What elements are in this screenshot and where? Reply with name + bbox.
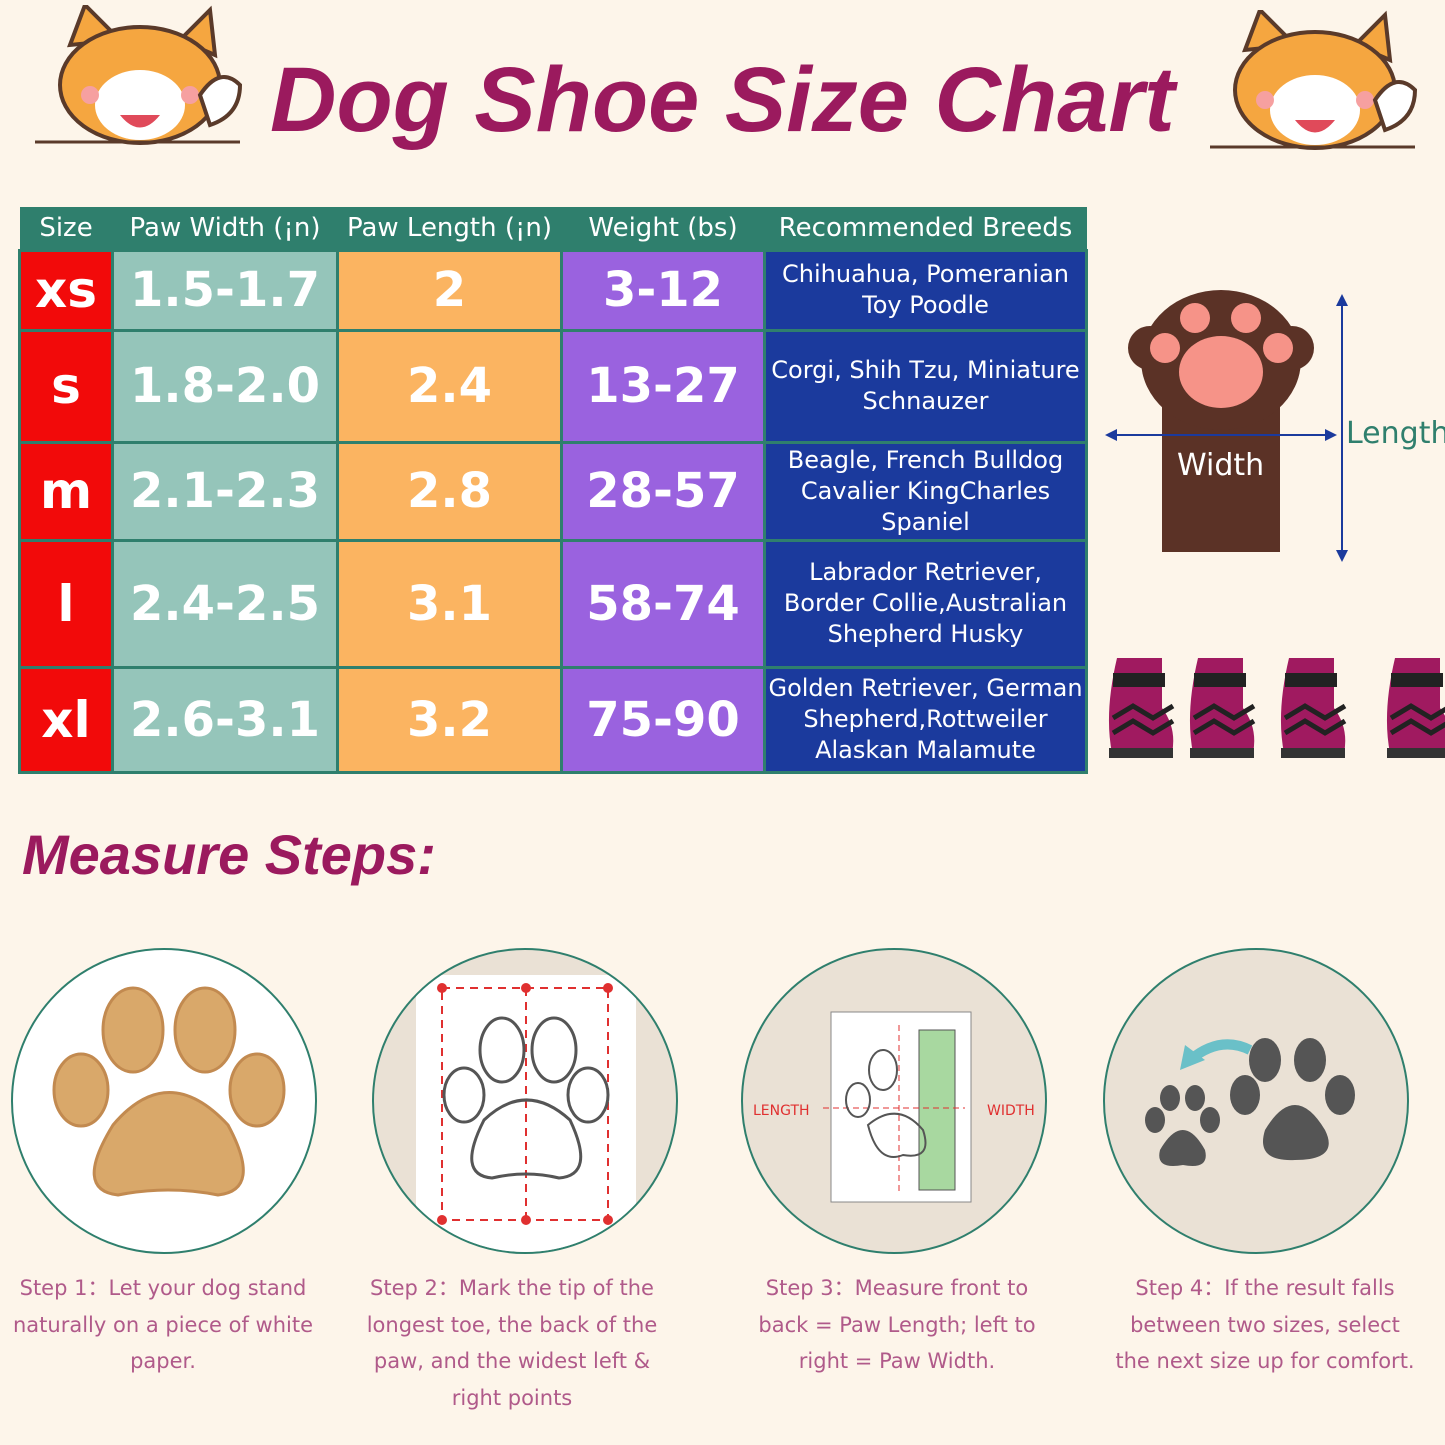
table-row: l 2.4-2.5 3.1 58-74 Labrador Retriever, Bord… [18, 538, 1088, 669]
page-title: Dog Shoe Size Chart [270, 49, 1175, 151]
header-weight: Weight (bs) [561, 207, 765, 250]
header-paw-width: Paw Width (¡n) [112, 207, 338, 250]
dog-shoe-icon [1108, 658, 1175, 758]
weight-cell: 28-57 [560, 440, 766, 542]
size-cell: s [18, 328, 114, 444]
marked-paw-paper-icon [416, 975, 636, 1252]
size-cell: xs [18, 248, 114, 332]
ruler-paw-icon [823, 1011, 972, 1203]
weight-cell: 13-27 [560, 328, 766, 444]
length-label: Length [1346, 416, 1445, 451]
weight-cell: 3-12 [560, 248, 766, 332]
paw-size-up-icon [1145, 1038, 1355, 1166]
step1-image [11, 948, 317, 1254]
paw-width-cell: 1.5-1.7 [111, 248, 339, 332]
step1-text: Step 1：Let your dog stand naturally on a… [13, 1276, 313, 1373]
header-breeds: Recommended Breeds [764, 207, 1087, 250]
paw-print-icon [52, 986, 286, 1197]
paw-length-cell: 3.2 [336, 665, 563, 774]
size-cell: l [18, 538, 114, 669]
width-label: Width [1177, 448, 1265, 483]
paw-width-cell: 2.6-3.1 [111, 665, 339, 774]
dog-shoe-icon [1189, 658, 1256, 758]
corgi-waving-icon [1210, 10, 1418, 150]
width-marker-label: WIDTH [987, 1103, 1035, 1119]
breeds-cell: Labrador Retriever, Border Collie,Austra… [763, 538, 1088, 669]
breeds-cell: Chihuahua, Pomeranian Toy Poodle [763, 248, 1088, 332]
corgi-waving-icon [35, 5, 243, 145]
paw-length-cell: 2.8 [336, 440, 563, 542]
weight-cell: 58-74 [560, 538, 766, 669]
size-table: Size Paw Width (¡n) Paw Length (¡n) Weig… [18, 207, 1088, 774]
breeds-cell: Corgi, Shih Tzu, Miniature Schnauzer [763, 328, 1088, 444]
table-row: s 1.8-2.0 2.4 13-27 Corgi, Shih Tzu, Miniatu… [18, 328, 1088, 444]
step3-image [741, 948, 1047, 1254]
step2-image [372, 948, 678, 1254]
breeds-cell: Golden Retriever, German Shepherd,Rottwe… [763, 665, 1088, 774]
step3-text: Step 3：Measure front to back = Paw Lengt… [758, 1276, 1036, 1373]
paw-width-cell: 2.1-2.3 [111, 440, 339, 542]
weight-cell: 75-90 [560, 665, 766, 774]
step2-text: Step 2：Mark the tip of the longest toe, … [366, 1276, 658, 1410]
table-header: Size Paw Width (¡n) Paw Length (¡n) Weig… [19, 207, 1087, 250]
length-marker-label: LENGTH [753, 1103, 810, 1119]
breeds-cell: Beagle, French Bulldog Cavalier KingChar… [763, 440, 1088, 542]
step4-image [1103, 948, 1409, 1254]
header-size: Size [19, 207, 113, 250]
table-row: m 2.1-2.3 2.8 28-57 Beagle, French Bulldog C… [18, 440, 1088, 542]
step4-text: Step 4：If the result falls between two s… [1115, 1276, 1415, 1373]
paw-length-cell: 2 [336, 248, 563, 332]
paw-width-cell: 1.8-2.0 [111, 328, 339, 444]
paw-length-cell: 2.4 [336, 328, 563, 444]
table-row: xl 2.6-3.1 3.2 75-90 Golden Retriever, Germa… [18, 665, 1088, 774]
table-row: xs 1.5-1.7 2 3-12 Chihuahua, Pomeranian Toy … [18, 248, 1088, 332]
header-paw-length: Paw Length (¡n) [337, 207, 562, 250]
size-cell: xl [18, 665, 114, 774]
dog-shoe-icon [1386, 658, 1445, 758]
paw-measure-diagram [1105, 290, 1348, 562]
dog-shoe-icon [1280, 658, 1347, 758]
size-cell: m [18, 440, 114, 542]
paw-length-cell: 3.1 [336, 538, 563, 669]
measure-steps-title: Measure Steps: [22, 823, 436, 886]
paw-width-cell: 2.4-2.5 [111, 538, 339, 669]
